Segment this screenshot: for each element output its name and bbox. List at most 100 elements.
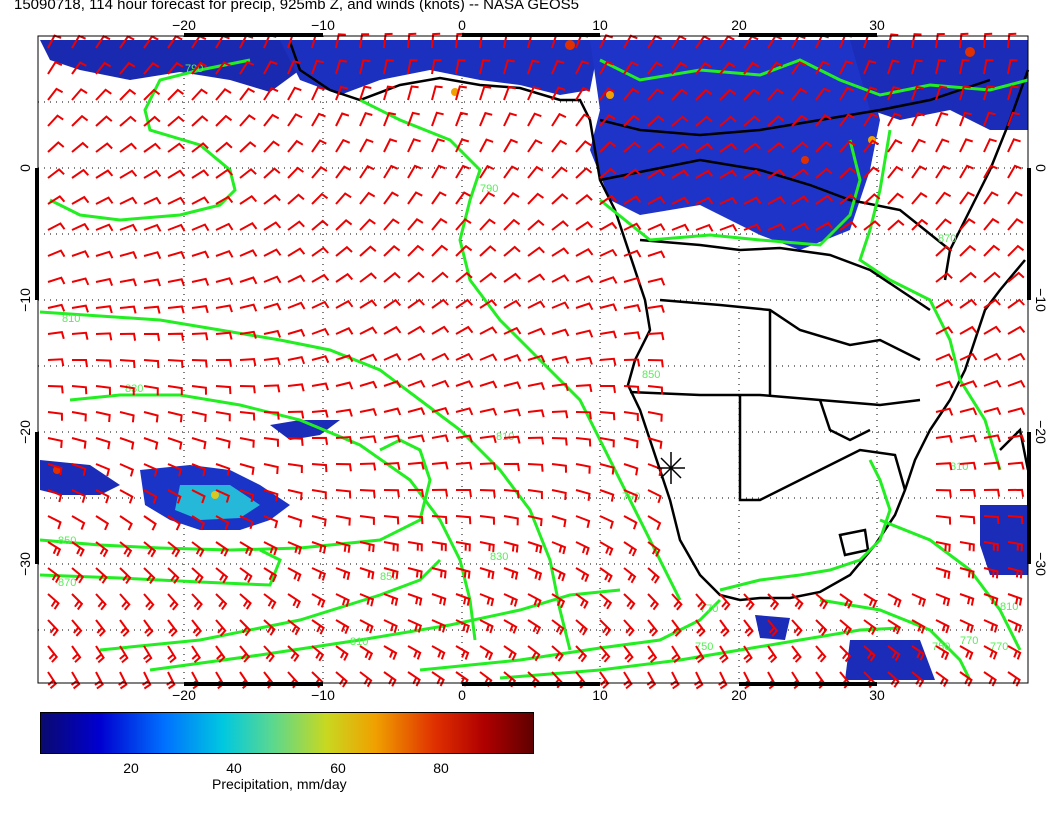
lon-label: −10 xyxy=(311,687,335,703)
wind-barb xyxy=(503,326,522,335)
contour-label: 770 xyxy=(960,635,978,647)
wind-barb xyxy=(887,112,902,127)
wind-barb xyxy=(599,303,618,312)
wind-barb xyxy=(311,355,330,364)
wind-barb xyxy=(167,223,186,232)
wind-barb xyxy=(527,354,546,363)
wind-barb xyxy=(71,515,86,530)
wind-barb xyxy=(263,329,282,338)
wind-barb xyxy=(287,410,305,419)
wind-barb xyxy=(887,645,901,662)
wind-barb xyxy=(719,645,729,664)
wind-barb xyxy=(455,567,471,579)
wind-barb xyxy=(287,166,304,179)
wind-barb xyxy=(887,619,902,635)
contour-label: 850 xyxy=(380,571,398,583)
wind-barb xyxy=(335,85,349,101)
wind-barb xyxy=(743,61,760,75)
wind-barb xyxy=(407,434,425,443)
contour-790-mid xyxy=(359,98,682,601)
wind-barb xyxy=(239,222,258,231)
wind-barb xyxy=(287,593,301,609)
wind-barb xyxy=(527,165,544,179)
wind-barb xyxy=(863,593,878,609)
colorbar-label: Precipitation, mm/day xyxy=(212,776,347,792)
wind-barb xyxy=(191,277,210,286)
wind-barb xyxy=(695,223,714,232)
wind-barb xyxy=(575,541,590,556)
wind-barb xyxy=(455,218,472,231)
wind-barb xyxy=(623,437,639,449)
wind-barb xyxy=(143,305,161,314)
wind-barb xyxy=(359,353,378,362)
wind-barb xyxy=(623,619,635,637)
wind-barb xyxy=(311,619,325,635)
wind-barb xyxy=(551,86,566,101)
wind-barb xyxy=(287,301,306,310)
wind-barb xyxy=(71,437,87,449)
wind-barb xyxy=(983,541,999,552)
wind-barb xyxy=(263,87,279,101)
wind-barb xyxy=(527,515,543,527)
wind-barb xyxy=(551,328,570,337)
wind-barb xyxy=(335,541,351,553)
wind-barb xyxy=(479,541,495,552)
wind-barb xyxy=(455,325,474,335)
wind-barb xyxy=(575,384,593,393)
wind-barb xyxy=(623,276,642,285)
contour-top xyxy=(599,58,1029,97)
wind-barb xyxy=(983,298,1001,309)
wind-barb xyxy=(527,327,546,336)
wind-barb xyxy=(431,541,447,552)
wind-barb xyxy=(239,194,258,205)
wind-barb xyxy=(95,305,113,314)
wind-barb xyxy=(935,515,952,525)
wind-barb xyxy=(71,619,83,637)
wind-barb xyxy=(551,567,566,582)
wind-barb xyxy=(839,113,855,127)
wind-barb xyxy=(407,515,424,525)
wind-barb xyxy=(1007,379,1026,388)
wind-barb xyxy=(239,385,256,394)
wind-barb xyxy=(983,85,995,101)
wind-barb xyxy=(239,60,255,75)
wind-barb xyxy=(983,111,996,127)
wind-barb xyxy=(983,619,998,633)
wind-barb xyxy=(479,326,498,335)
wind-barb xyxy=(311,273,330,283)
wind-barb xyxy=(455,515,472,525)
wind-barb xyxy=(791,195,810,205)
wind-barb xyxy=(575,329,594,338)
location-star-marker xyxy=(657,452,685,484)
wind-barb xyxy=(719,593,731,611)
wind-barb xyxy=(863,619,877,635)
wind-barb xyxy=(671,593,683,611)
wind-barb xyxy=(215,304,233,313)
wind-barb xyxy=(359,272,377,283)
lat-label: −10 xyxy=(17,288,33,312)
wind-barb xyxy=(431,138,445,153)
wind-barb xyxy=(479,407,498,416)
wind-barb xyxy=(191,359,208,368)
wind-barb xyxy=(479,191,496,205)
wind-barb xyxy=(935,164,951,179)
wind-barb xyxy=(599,34,614,49)
wind-barb xyxy=(143,251,162,260)
wind-barb xyxy=(767,141,785,153)
wind-barb xyxy=(1007,619,1023,633)
wind-barb xyxy=(431,111,444,127)
wind-barb xyxy=(431,325,450,335)
wind-barb xyxy=(911,619,926,634)
wind-barb xyxy=(455,645,470,660)
wind-barb xyxy=(503,489,520,499)
wind-barb xyxy=(983,379,1002,388)
wind-barb xyxy=(935,85,948,101)
wind-barb xyxy=(455,541,471,552)
wind-barb xyxy=(71,331,89,340)
wind-barb xyxy=(983,217,1000,231)
wind-barb xyxy=(167,515,181,531)
wind-barb xyxy=(95,88,112,101)
wind-barb xyxy=(359,489,376,498)
wind-barb xyxy=(647,489,662,504)
wind-barb xyxy=(71,593,84,611)
